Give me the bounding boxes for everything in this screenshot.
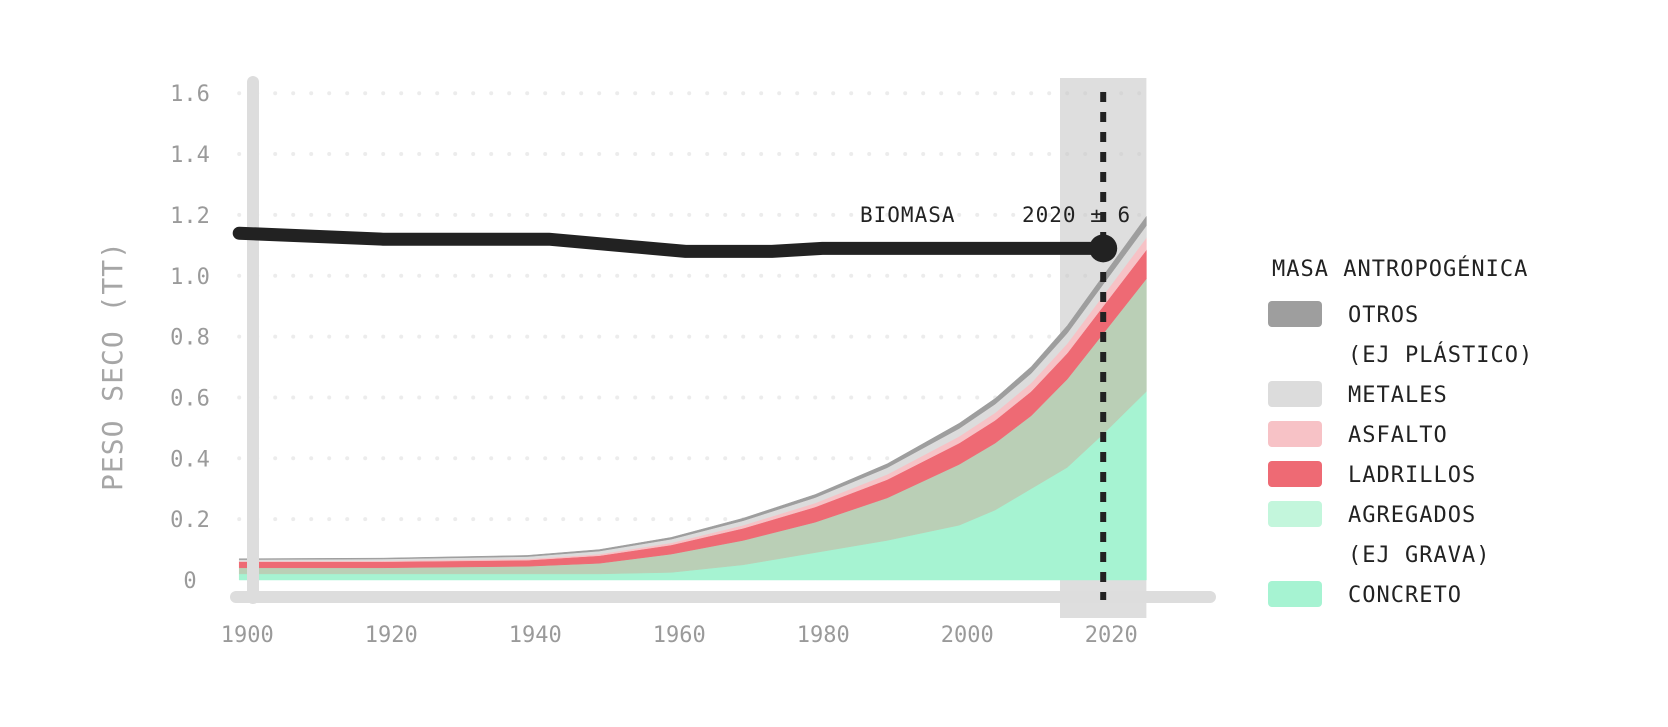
biomass-marker-label: 2020 ± 6 xyxy=(1022,203,1131,227)
legend-swatch-ladrillos xyxy=(1268,461,1322,487)
legend-label-asfalto: ASFALTO xyxy=(1348,423,1448,448)
y-tick-label: 1.0 xyxy=(170,265,210,290)
y-tick-label: 0.6 xyxy=(170,386,210,411)
legend-label-otros: (EJ PLÁSTICO) xyxy=(1348,342,1533,368)
x-tick-label: 1940 xyxy=(509,623,562,648)
y-tick-label: 0.4 xyxy=(170,447,210,472)
x-tick-label: 1960 xyxy=(653,623,706,648)
legend-title: MASA ANTROPOGÉNICA xyxy=(1272,256,1528,282)
y-tick-label: 1.4 xyxy=(170,143,210,168)
legend-label-agregados: (EJ GRAVA) xyxy=(1348,543,1490,568)
y-tick-label: 0.2 xyxy=(170,508,210,533)
y-axis-label: PESO SECO (TT) xyxy=(96,241,129,491)
legend-label-agregados: AGREGADOS xyxy=(1348,503,1476,528)
x-tick-label: 1980 xyxy=(797,623,850,648)
legend-label-otros: OTROS xyxy=(1348,303,1419,328)
legend-label-concreto: CONCRETO xyxy=(1348,583,1462,608)
legend: MASA ANTROPOGÉNICA OTROS (EJ PLÁSTICO) META… xyxy=(1268,256,1533,608)
y-tick-label: 0.8 xyxy=(170,326,210,351)
tick-labels: 0 0.2 0.4 0.6 0.8 1.0 1.2 1.4 1.6 1900 1920 1940 196… xyxy=(170,82,1138,648)
y-tick-label: 0 xyxy=(183,569,196,594)
legend-label-ladrillos: LADRILLOS xyxy=(1348,463,1476,488)
legend-swatch-concreto xyxy=(1268,581,1322,607)
legend-swatch-otros xyxy=(1268,301,1322,327)
biomass-marker xyxy=(1089,234,1118,263)
biomass-label: BIOMASA xyxy=(860,203,956,227)
x-tick-label: 1900 xyxy=(221,623,274,648)
biomass-series: BIOMASA 2020 ± 6 xyxy=(232,92,1131,600)
area-otros-ej-pl-stico xyxy=(238,215,1147,560)
legend-swatch-asfalto xyxy=(1268,421,1322,447)
x-tick-label: 1920 xyxy=(365,623,418,648)
stacked-areas xyxy=(238,215,1147,581)
legend-swatch-agregados xyxy=(1268,501,1322,527)
y-tick-label: 1.6 xyxy=(170,82,210,107)
axes xyxy=(230,76,1216,604)
legend-swatch-metales xyxy=(1268,381,1322,407)
y-tick-label: 1.2 xyxy=(170,204,210,229)
x-tick-label: 2020 xyxy=(1085,623,1138,648)
biomass-line xyxy=(232,226,1110,258)
x-tick-label: 2000 xyxy=(941,623,994,648)
legend-label-metales: METALES xyxy=(1348,383,1448,408)
